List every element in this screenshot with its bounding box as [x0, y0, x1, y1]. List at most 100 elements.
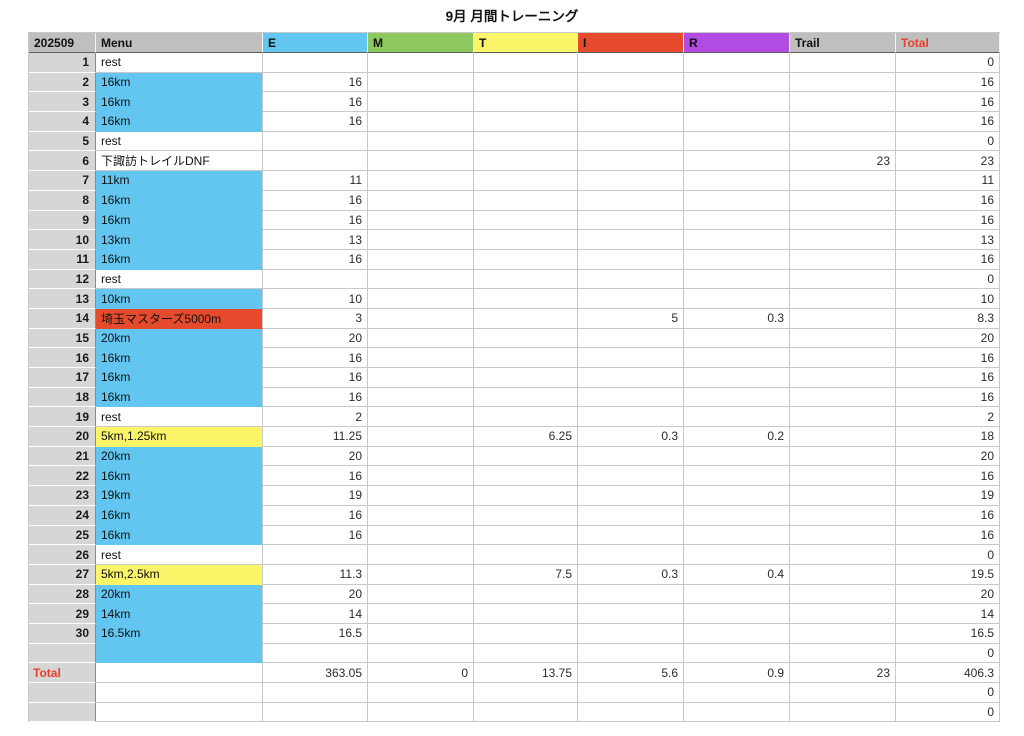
value-cell-trail[interactable] — [790, 683, 896, 703]
value-cell-i[interactable] — [578, 368, 684, 388]
value-cell-e[interactable]: 16 — [263, 210, 368, 231]
value-cell-e[interactable]: 16 — [263, 249, 368, 270]
value-cell-e[interactable]: 19 — [263, 486, 368, 506]
total-value-cell-t[interactable]: 13.75 — [474, 663, 578, 683]
value-cell-i[interactable]: 5 — [578, 308, 684, 329]
value-cell-t[interactable] — [474, 368, 578, 388]
value-cell-e[interactable]: 2 — [263, 407, 368, 428]
value-cell-total[interactable]: 19 — [896, 486, 1000, 506]
value-cell-r[interactable] — [684, 446, 790, 467]
value-cell-r[interactable] — [684, 525, 790, 546]
value-cell-trail[interactable] — [790, 702, 896, 723]
day-number-cell[interactable]: 20 — [29, 427, 96, 447]
total-row-label[interactable]: Total — [29, 663, 96, 683]
value-cell-r[interactable] — [684, 466, 790, 487]
value-cell-r[interactable] — [684, 623, 790, 644]
value-cell-t[interactable] — [474, 702, 578, 723]
total-value-cell-m[interactable]: 0 — [368, 663, 474, 683]
menu-cell[interactable]: 13km — [96, 230, 263, 250]
value-cell-r[interactable]: 0.4 — [684, 564, 790, 585]
value-cell-total[interactable]: 0 — [896, 269, 1000, 290]
day-number-cell[interactable]: 18 — [29, 387, 96, 408]
day-number-cell[interactable]: 16 — [29, 348, 96, 368]
value-cell-total[interactable]: 0 — [896, 683, 1000, 703]
day-number-cell[interactable]: 22 — [29, 466, 96, 487]
value-cell-i[interactable] — [578, 269, 684, 290]
value-cell-i[interactable]: 0.3 — [578, 564, 684, 585]
value-cell-trail[interactable]: 23 — [790, 151, 896, 172]
value-cell-i[interactable] — [578, 151, 684, 172]
value-cell-total[interactable]: 23 — [896, 151, 1000, 172]
value-cell-total[interactable]: 0 — [896, 53, 1000, 73]
day-number-cell[interactable]: 12 — [29, 269, 96, 290]
value-cell-e[interactable]: 11.25 — [263, 427, 368, 447]
value-cell-r[interactable] — [684, 210, 790, 231]
value-cell-i[interactable] — [578, 249, 684, 270]
value-cell-trail[interactable] — [790, 427, 896, 447]
value-cell-e[interactable] — [263, 269, 368, 290]
value-cell-m[interactable] — [368, 230, 474, 250]
day-number-cell[interactable]: 9 — [29, 210, 96, 231]
value-cell-trail[interactable] — [790, 348, 896, 368]
menu-cell[interactable] — [96, 683, 263, 703]
value-cell-r[interactable] — [684, 604, 790, 624]
value-cell-trail[interactable] — [790, 53, 896, 73]
value-cell-total[interactable]: 11 — [896, 171, 1000, 191]
value-cell-total[interactable]: 19.5 — [896, 564, 1000, 585]
value-cell-m[interactable] — [368, 427, 474, 447]
header-menu[interactable]: Menu — [96, 33, 263, 53]
value-cell-t[interactable] — [474, 387, 578, 408]
value-cell-total[interactable]: 13 — [896, 230, 1000, 250]
value-cell-total[interactable]: 16 — [896, 249, 1000, 270]
value-cell-e[interactable]: 16.5 — [263, 623, 368, 644]
menu-cell[interactable]: 16km — [96, 210, 263, 231]
value-cell-r[interactable] — [684, 348, 790, 368]
header-t[interactable]: T — [474, 33, 578, 53]
value-cell-e[interactable]: 11 — [263, 171, 368, 191]
value-cell-t[interactable]: 7.5 — [474, 564, 578, 585]
value-cell-total[interactable]: 16 — [896, 112, 1000, 132]
value-cell-trail[interactable] — [790, 387, 896, 408]
value-cell-trail[interactable] — [790, 564, 896, 585]
value-cell-i[interactable] — [578, 643, 684, 664]
value-cell-r[interactable] — [684, 368, 790, 388]
value-cell-r[interactable] — [684, 151, 790, 172]
value-cell-t[interactable] — [474, 190, 578, 211]
header-m[interactable]: M — [368, 33, 474, 53]
value-cell-m[interactable] — [368, 623, 474, 644]
value-cell-r[interactable] — [684, 249, 790, 270]
value-cell-r[interactable] — [684, 328, 790, 349]
value-cell-r[interactable] — [684, 683, 790, 703]
value-cell-total[interactable]: 16 — [896, 387, 1000, 408]
value-cell-m[interactable] — [368, 190, 474, 211]
menu-cell[interactable] — [96, 702, 263, 723]
value-cell-t[interactable] — [474, 584, 578, 605]
value-cell-total[interactable]: 16.5 — [896, 623, 1000, 644]
value-cell-trail[interactable] — [790, 289, 896, 309]
value-cell-m[interactable] — [368, 564, 474, 585]
value-cell-e[interactable]: 20 — [263, 328, 368, 349]
value-cell-m[interactable] — [368, 210, 474, 231]
value-cell-t[interactable] — [474, 53, 578, 73]
value-cell-total[interactable]: 20 — [896, 584, 1000, 605]
header-i[interactable]: I — [578, 33, 684, 53]
value-cell-i[interactable] — [578, 623, 684, 644]
value-cell-i[interactable] — [578, 230, 684, 250]
day-number-cell[interactable]: 15 — [29, 328, 96, 349]
value-cell-e[interactable]: 16 — [263, 525, 368, 546]
value-cell-trail[interactable] — [790, 545, 896, 565]
value-cell-i[interactable] — [578, 525, 684, 546]
value-cell-t[interactable] — [474, 289, 578, 309]
value-cell-r[interactable]: 0.2 — [684, 427, 790, 447]
value-cell-m[interactable] — [368, 683, 474, 703]
value-cell-e[interactable] — [263, 545, 368, 565]
value-cell-m[interactable] — [368, 171, 474, 191]
value-cell-t[interactable] — [474, 230, 578, 250]
header-date[interactable]: 202509 — [29, 33, 96, 53]
menu-cell[interactable]: 11km — [96, 171, 263, 191]
value-cell-trail[interactable] — [790, 269, 896, 290]
value-cell-total[interactable]: 16 — [896, 505, 1000, 526]
value-cell-i[interactable] — [578, 407, 684, 428]
day-number-cell[interactable]: 8 — [29, 190, 96, 211]
menu-cell[interactable]: 16km — [96, 72, 263, 93]
